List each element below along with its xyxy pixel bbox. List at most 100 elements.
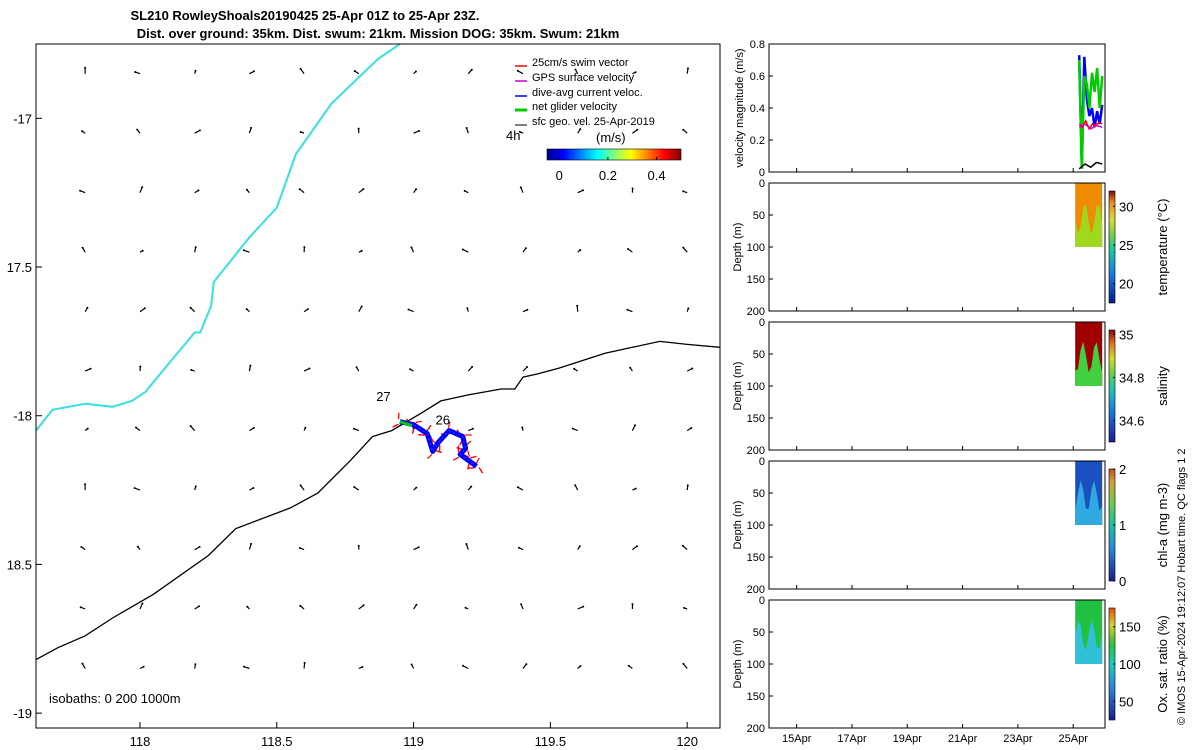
y-tick-label: 0	[759, 595, 765, 607]
vector-head	[470, 485, 473, 488]
geostrophic-vector	[576, 305, 579, 312]
y-tick-label: 200	[747, 445, 765, 457]
y-tick-label: 150	[747, 274, 765, 286]
vector-head	[525, 663, 528, 666]
vector-head	[194, 663, 197, 666]
vector-head	[303, 246, 306, 249]
colorbar-tick-label: 100	[1119, 657, 1141, 672]
vector-head	[81, 662, 84, 665]
legend-label: GPS surface velocity	[532, 72, 635, 84]
vector-head	[299, 604, 302, 607]
vector-head	[519, 186, 522, 189]
vector-head	[299, 484, 302, 487]
time-x-tick-label: 25Apr	[1059, 733, 1089, 745]
vector-head	[306, 308, 309, 311]
profile-deep-fill	[1075, 341, 1103, 386]
vector-head	[135, 426, 137, 429]
vector-head	[462, 664, 464, 667]
vector-head	[303, 661, 306, 664]
legend-label: sfc geo. vel. 25-Apr-2019	[532, 116, 655, 128]
velocity-series	[1077, 59, 1104, 169]
vector-head	[578, 545, 581, 548]
vector-head	[81, 130, 84, 133]
vector-head	[242, 249, 245, 252]
vector-head	[249, 364, 252, 367]
y-tick-label: 0	[759, 178, 765, 190]
vector-head	[360, 249, 363, 252]
vector-head	[516, 486, 519, 489]
vector-head	[521, 426, 524, 429]
map-frame	[35, 43, 721, 729]
y-tick-label: 200	[747, 306, 765, 318]
y-tick-label: 50	[753, 627, 765, 639]
swim-vector	[426, 424, 432, 431]
geostrophic-vector	[139, 603, 143, 610]
title-line-1: SL210 RowleyShoals20190425 25-Apr 01Z to…	[131, 8, 480, 23]
y-tick-label: 150	[747, 691, 765, 703]
depth-y-label: Depth (m)	[732, 223, 744, 272]
map-y-tick-label: 17.5	[7, 260, 32, 275]
vector-head	[573, 367, 576, 370]
vector-head	[189, 306, 192, 309]
geostrophic-vector	[682, 247, 688, 253]
dive-avg-current-track	[399, 419, 478, 469]
vector-head	[516, 69, 519, 72]
map-y-tick-label: -18	[13, 409, 32, 424]
vector-head	[252, 426, 255, 429]
colorbar-tick-label: 150	[1119, 620, 1141, 635]
vector-head	[79, 606, 82, 609]
vector-head	[627, 248, 630, 250]
colorbar-tick-label: 1	[1119, 518, 1126, 533]
vector-head	[520, 603, 523, 606]
vector-head	[250, 126, 253, 129]
profile-deep-fill	[1075, 619, 1103, 664]
y-tick-label: 100	[747, 381, 765, 393]
vector-head	[198, 545, 201, 548]
vector-head	[190, 368, 193, 371]
vector-head	[357, 544, 360, 547]
vector-head	[463, 189, 466, 192]
colorbar-tick-label: 34.6	[1119, 414, 1144, 429]
swim-vector	[411, 427, 415, 434]
vector-head	[353, 427, 355, 430]
map-colorbar-tick-label: 0.4	[648, 168, 666, 183]
gps-surface-track	[399, 421, 477, 467]
profile-frame	[768, 599, 1106, 729]
vector-head	[253, 70, 255, 73]
profile-frame	[768, 182, 1106, 312]
geostrophic-vector	[632, 129, 638, 134]
vector-head	[141, 249, 144, 252]
velocity-panel: 0 0.2 0.4 0.6 0.8 velocity magnitude (m/s)	[734, 39, 1106, 179]
vector-head	[683, 606, 686, 609]
legend-entry-dive-avg: dive-avg current veloc.	[515, 87, 643, 99]
colorbar-tick-label: 2	[1119, 462, 1126, 477]
map-colorbar-label: (m/s)	[596, 130, 626, 145]
legend-entry-sfc-geo: sfc geo. vel. 25-Apr-2019	[515, 116, 655, 128]
colorbar-tick-label: 35	[1119, 327, 1133, 342]
legend-entry-net-glider: net glider velocity	[515, 101, 617, 113]
vector-head	[308, 367, 311, 370]
vector-head	[194, 485, 197, 488]
vector-head	[194, 69, 197, 72]
swim-vector	[392, 423, 399, 428]
colorbar-tick-label: 0	[1119, 574, 1126, 589]
day-label-26: 26	[436, 413, 450, 428]
vector-head	[634, 424, 636, 427]
time-x-tick-label: 23Apr	[1003, 733, 1033, 745]
y-tick-label: 0.6	[750, 71, 765, 83]
y-tick-label: 100	[747, 520, 765, 532]
map-y-tick-label: -19	[13, 706, 32, 721]
map-y-ticks: -17 17.5 -18 18.5 -19	[7, 111, 42, 721]
profile-panel-2: 0 50 100 150 200 Depth (m) 35 34.8 34.6 salinity	[732, 317, 1170, 457]
vector-head	[353, 70, 356, 72]
day-label-27: 27	[376, 389, 390, 404]
vector-head	[686, 484, 689, 487]
depth-y-label: Depth (m)	[732, 362, 744, 411]
y-tick-label: 0	[759, 456, 765, 468]
vector-head	[84, 483, 86, 486]
vector-head	[691, 367, 694, 370]
vector-head	[198, 605, 201, 608]
y-tick-label: 50	[753, 349, 765, 361]
map-legend: 25cm/s swim vector GPS surface velocity …	[506, 57, 682, 183]
map-x-tick-label: 118.5	[261, 734, 293, 749]
